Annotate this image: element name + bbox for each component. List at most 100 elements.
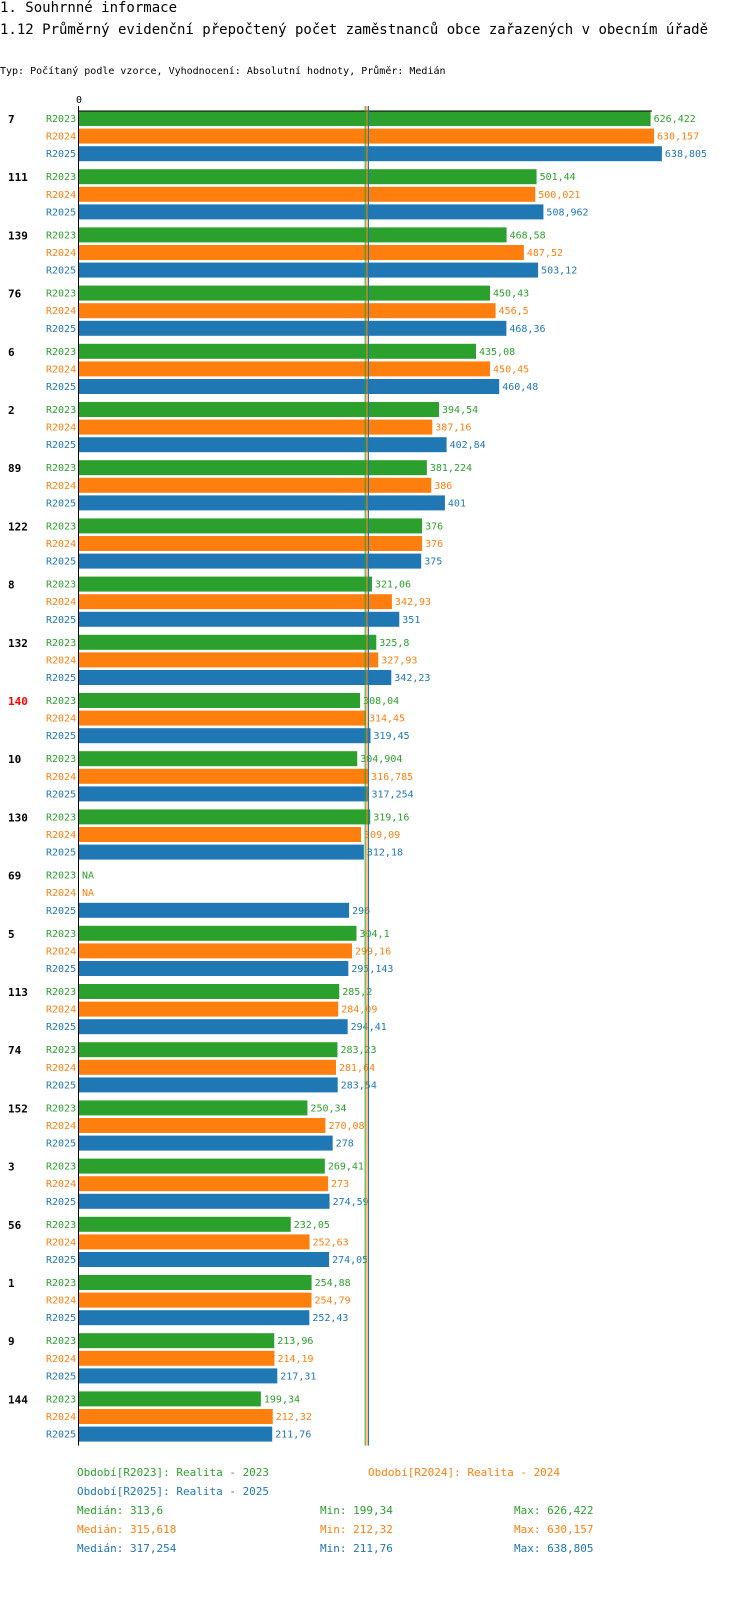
data-label: 269,41 [328, 1162, 364, 1173]
series-label: R2024 [46, 248, 76, 259]
bar [79, 379, 500, 394]
bar [79, 204, 544, 220]
max-r2023: Max: 626,422 [514, 1504, 594, 1517]
data-label: 308,04 [363, 696, 399, 707]
data-label: 273 [331, 1179, 349, 1190]
data-label: 250,34 [310, 1103, 346, 1114]
data-label: 394,54 [442, 405, 478, 416]
series-label: R2023 [46, 638, 76, 649]
category-label: 2 [8, 404, 15, 417]
data-label: 213,96 [277, 1336, 313, 1347]
data-label: 284,09 [341, 1005, 377, 1016]
series-label: R2023 [46, 521, 76, 532]
series-label: R2025 [46, 207, 76, 218]
series-label: R2024 [46, 132, 76, 143]
data-label: 375 [424, 557, 442, 568]
data-label: 299,16 [355, 946, 391, 957]
data-label: 500,021 [538, 190, 580, 201]
series-label: R2023 [46, 812, 76, 823]
bar [79, 594, 392, 610]
data-label: 316,785 [371, 772, 413, 783]
chart-title: 1.12 Průměrný evidenční přepočtený počet… [0, 22, 709, 38]
bar [79, 1426, 273, 1442]
series-label: R2024 [46, 714, 76, 725]
bar [79, 1193, 330, 1209]
data-label: 254,88 [315, 1278, 351, 1289]
series-label: R2023 [46, 1278, 76, 1289]
data-label: 283,23 [340, 1045, 376, 1056]
bar [79, 768, 369, 784]
series-label: R2025 [46, 382, 76, 393]
category-label: 7 [8, 113, 15, 126]
bar [79, 1391, 261, 1407]
category-label: 9 [8, 1335, 15, 1348]
data-label: 252,63 [313, 1237, 349, 1248]
data-label: 270,08 [328, 1121, 364, 1132]
series-label: R2024 [46, 306, 76, 317]
data-label: 295,143 [351, 964, 393, 975]
data-label: 325,8 [379, 638, 409, 649]
data-label: 252,43 [312, 1313, 348, 1324]
series-label: R2023 [46, 754, 76, 765]
bar [79, 710, 366, 726]
data-label: 274,05 [332, 1255, 368, 1266]
bar [79, 1176, 329, 1192]
series-label: R2024 [46, 1063, 76, 1074]
bar [79, 361, 491, 377]
legend-r2023: Období[R2023]: Realita - 2023 [77, 1466, 270, 1479]
series-label: R2023 [46, 230, 76, 241]
series-label: R2025 [46, 1080, 76, 1091]
category-label: 152 [8, 1102, 28, 1115]
series-label: R2024 [46, 1296, 76, 1307]
series-label: R2023 [46, 289, 76, 300]
bar [79, 186, 536, 202]
max-r2025: Max: 638,805 [514, 1542, 594, 1555]
bar [79, 518, 423, 534]
series-label: R2023 [46, 580, 76, 591]
median-r2024: Medián: 315,618 [77, 1523, 177, 1536]
bar [79, 227, 507, 243]
series-label: R2024 [46, 772, 76, 783]
category-label: 76 [8, 288, 22, 301]
data-label: 456,5 [499, 306, 529, 317]
bar [79, 1275, 312, 1290]
bar [79, 1001, 339, 1017]
data-label: 212,32 [276, 1412, 312, 1423]
data-label: 296 [352, 906, 370, 917]
series-label: R2025 [46, 557, 76, 568]
series-label: R2025 [46, 1255, 76, 1266]
bar [79, 1409, 273, 1424]
min-r2023: Min: 199,34 [320, 1504, 393, 1517]
category-label: 130 [8, 811, 28, 824]
data-label: 342,93 [395, 597, 431, 608]
bar [79, 844, 364, 860]
bar [79, 809, 371, 825]
series-label: R2023 [46, 929, 76, 940]
data-label: 281,64 [339, 1063, 375, 1074]
data-label: 327,93 [381, 655, 417, 666]
data-label: 630,157 [657, 132, 699, 143]
bar [79, 1333, 275, 1349]
data-label: 381,224 [430, 463, 472, 474]
series-label: R2024 [46, 655, 76, 666]
data-label: 199,34 [264, 1394, 300, 1405]
category-label: 89 [8, 462, 21, 475]
series-label: R2023 [46, 1394, 76, 1405]
data-label: 317,254 [371, 789, 413, 800]
bar [79, 1310, 310, 1326]
series-label: R2025 [46, 266, 76, 277]
data-label: NA [82, 871, 94, 882]
series-label: R2024 [46, 190, 76, 201]
min-r2024: Min: 212,32 [320, 1523, 393, 1536]
bar [79, 1077, 338, 1093]
bar [79, 495, 445, 511]
series-label: R2025 [46, 1313, 76, 1324]
series-label: R2024 [46, 1237, 76, 1248]
series-label: R2023 [46, 463, 76, 474]
series-label: R2025 [46, 789, 76, 800]
category-label: 3 [8, 1161, 15, 1174]
bar [79, 169, 537, 185]
data-label: 304,1 [359, 929, 389, 940]
data-label: 232,05 [294, 1220, 330, 1231]
series-label: R2025 [46, 673, 76, 684]
